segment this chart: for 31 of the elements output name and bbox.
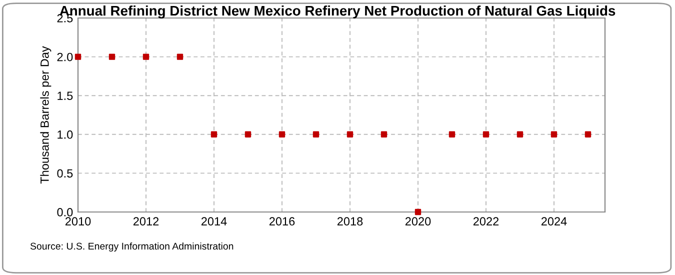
x-tick-label: 2022 bbox=[473, 217, 499, 226]
x-tick-label: 2024 bbox=[541, 217, 567, 226]
point bbox=[74, 54, 82, 60]
point bbox=[482, 131, 490, 138]
source-note: Source: U.S. Energy Information Administration bbox=[30, 242, 234, 252]
x-tick-label: 2016 bbox=[269, 217, 295, 226]
point bbox=[550, 131, 558, 138]
point bbox=[414, 208, 422, 216]
y-tick-label: 0.0 bbox=[57, 208, 73, 216]
x-tick-label: 2012 bbox=[133, 217, 159, 226]
point bbox=[210, 131, 218, 138]
y-tick-label: 2.0 bbox=[57, 52, 73, 62]
point bbox=[346, 131, 354, 138]
point bbox=[584, 131, 592, 138]
y-tick-label: 1.0 bbox=[58, 130, 73, 139]
y-tick-label: 1.5 bbox=[58, 92, 73, 100]
point bbox=[278, 131, 286, 138]
x-tick-label: 2014 bbox=[201, 217, 227, 226]
point bbox=[244, 131, 252, 138]
point bbox=[380, 131, 388, 138]
point bbox=[108, 54, 116, 60]
point bbox=[448, 131, 456, 138]
y-axis-title: Thousand Barrels per Day bbox=[40, 46, 52, 184]
y-tick-label: 0.5 bbox=[57, 169, 73, 178]
point bbox=[516, 131, 524, 138]
point bbox=[176, 54, 184, 60]
x-tick-label: 2010 bbox=[65, 217, 91, 226]
x-tick-label: 2020 bbox=[405, 217, 431, 226]
point bbox=[312, 131, 320, 138]
point bbox=[142, 54, 150, 60]
x-tick-label: 2018 bbox=[337, 217, 363, 226]
